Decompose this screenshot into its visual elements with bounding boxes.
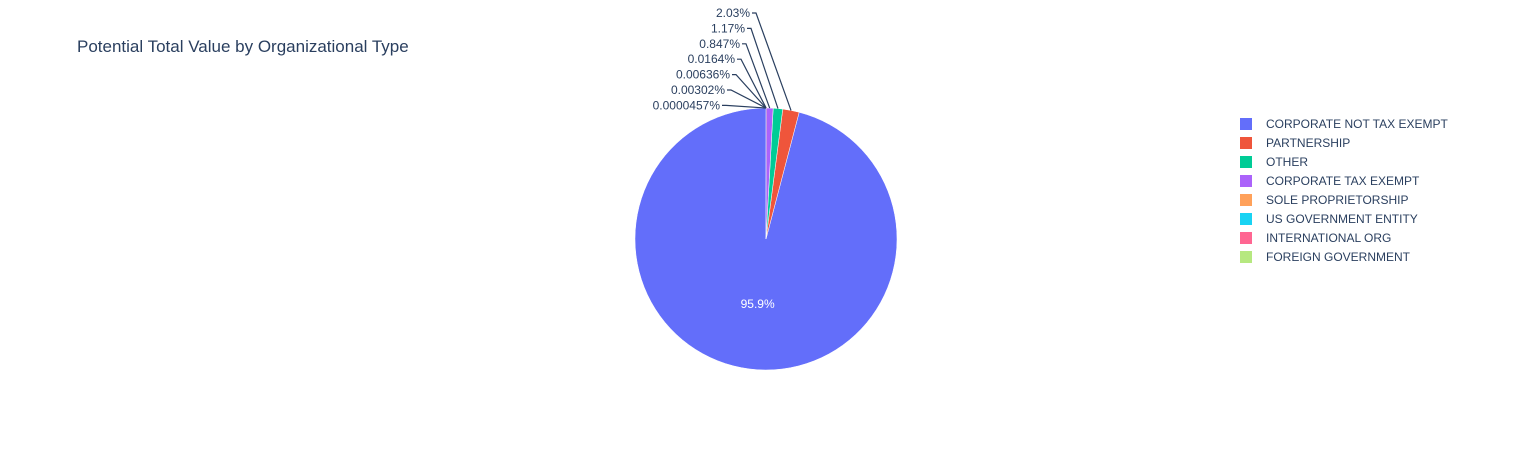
legend-swatch [1240, 193, 1252, 206]
leader-line [737, 58, 767, 109]
legend-item[interactable]: SOLE PROPRIETORSHIP [1240, 190, 1448, 209]
pie-label-outside: 0.00302% [671, 83, 725, 97]
legend-label: INTERNATIONAL ORG [1266, 230, 1392, 245]
leader-line [747, 27, 779, 109]
legend-item[interactable]: FOREIGN GOVERNMENT [1240, 247, 1448, 266]
legend: CORPORATE NOT TAX EXEMPT PARTNERSHIP OTHER… [1240, 114, 1448, 266]
legend-swatch [1240, 155, 1252, 168]
legend-item[interactable]: CORPORATE NOT TAX EXEMPT [1240, 114, 1448, 133]
legend-label: OTHER [1266, 154, 1308, 169]
pie-label-outside: 1.17% [711, 21, 745, 35]
leader-line [732, 73, 767, 109]
pie-label-outside: 0.847% [699, 37, 740, 51]
chart-title: Potential Total Value by Organizational … [77, 37, 409, 56]
leader-line [727, 89, 767, 109]
legend-item[interactable]: CORPORATE TAX EXEMPT [1240, 171, 1448, 190]
legend-label: CORPORATE NOT TAX EXEMPT [1266, 116, 1448, 131]
legend-swatch [1240, 231, 1252, 244]
pie-label-outside: 0.00636% [676, 68, 730, 82]
pie-label-inside: 95.9% [741, 297, 775, 311]
legend-item[interactable]: OTHER [1240, 152, 1448, 171]
legend-label: SOLE PROPRIETORSHIP [1266, 192, 1409, 207]
legend-swatch [1240, 250, 1252, 263]
legend-swatch [1240, 174, 1252, 187]
pie-label-outside: 0.0164% [688, 52, 736, 66]
legend-swatch [1240, 136, 1252, 149]
leader-line [722, 104, 767, 109]
pie-label-outside: 0.0000457% [653, 98, 721, 112]
leader-line [742, 43, 771, 109]
pie-slice-corporate-tax-exempt[interactable] [765, 107, 774, 240]
legend-label: CORPORATE TAX EXEMPT [1266, 173, 1420, 188]
legend-label: US GOVERNMENT ENTITY [1266, 211, 1418, 226]
legend-label: PARTNERSHIP [1266, 135, 1351, 150]
legend-swatch [1240, 212, 1252, 225]
legend-swatch [1240, 117, 1252, 130]
legend-item[interactable]: PARTNERSHIP [1240, 133, 1448, 152]
pie-label-outside: 2.03% [716, 6, 750, 20]
pie-labels: 95.9%2.03%1.17%0.847%0.0164%0.00636%0.00… [653, 6, 775, 311]
legend-label: FOREIGN GOVERNMENT [1266, 249, 1411, 264]
pie-slices [634, 107, 898, 371]
pie-leader-lines [722, 12, 792, 111]
leader-line [752, 12, 792, 111]
legend-item[interactable]: US GOVERNMENT ENTITY [1240, 209, 1448, 228]
legend-item[interactable]: INTERNATIONAL ORG [1240, 228, 1448, 247]
